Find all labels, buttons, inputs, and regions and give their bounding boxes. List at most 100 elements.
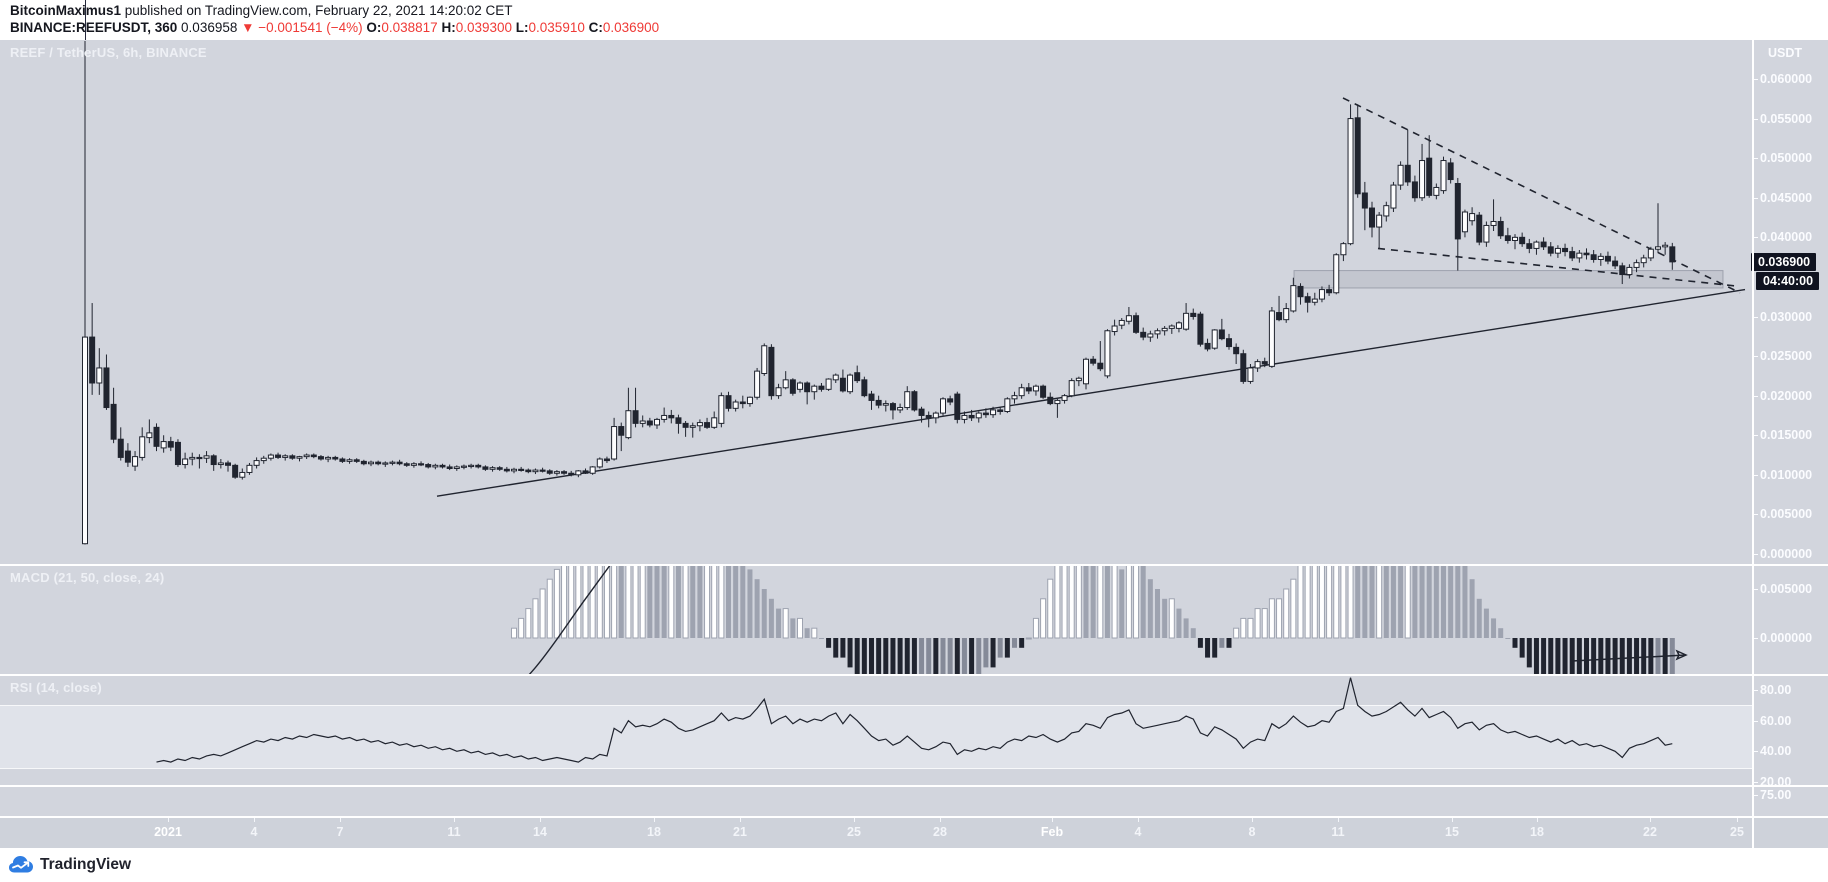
- close-label: C:: [588, 20, 603, 35]
- pane-divider-main-macd[interactable]: [0, 564, 1828, 566]
- macd-arrow-line[interactable]: [1571, 654, 1687, 662]
- ascending-trendline[interactable]: [436, 288, 1746, 497]
- time-axis-label: 11: [447, 825, 461, 839]
- author-name: BitcoinMaximus1: [10, 3, 122, 18]
- rsi-pane[interactable]: [156, 677, 1673, 763]
- time-axis-tick: [1052, 817, 1053, 822]
- time-axis-label: 14: [533, 825, 547, 839]
- publish-line: BitcoinMaximus1 published on TradingView…: [10, 3, 513, 18]
- open-value: 0.038817: [381, 20, 438, 35]
- macd-tick-label: 0.005000: [1753, 582, 1813, 596]
- price-tick-label: 0.030000: [1753, 309, 1813, 324]
- time-axis-label: 2021: [154, 825, 182, 839]
- price-tick-label: 0.055000: [1753, 111, 1813, 126]
- descending-dashed-upper[interactable]: [1342, 97, 1741, 294]
- time-axis-tick: [168, 817, 169, 822]
- close-value: 0.036900: [602, 20, 660, 35]
- price-scale[interactable]: USDT 0.060000 0.055000 0.050000 0.045000 0.0…: [1751, 40, 1828, 848]
- chart-area[interactable]: REEF / TetherUS, 6h, BINANCE MACD (21, 5…: [0, 40, 1828, 848]
- price-tick-label: 0.020000: [1753, 388, 1813, 403]
- time-axis-label: 18: [647, 825, 661, 839]
- support-zone-rect[interactable]: [1293, 270, 1724, 289]
- time-axis-label: 8: [1248, 825, 1256, 839]
- time-axis-tick: [1650, 817, 1651, 822]
- time-axis-label: 25: [1730, 825, 1744, 839]
- low-value: 0.035910: [528, 20, 585, 35]
- time-axis-label: 7: [336, 825, 344, 839]
- time-axis-tick: [854, 817, 855, 822]
- clipped-wick-artifact: [85, 0, 86, 40]
- time-axis-label: 28: [933, 825, 947, 839]
- rsi-tick-label: 40.00: [1753, 744, 1792, 759]
- time-axis-tick: [1737, 817, 1738, 822]
- footer: TradingView: [0, 848, 1828, 882]
- candlestick-series: [82, 41, 1676, 545]
- rsi-30-70-band: [0, 705, 1752, 769]
- descending-dashed-lower[interactable]: [1377, 247, 1741, 288]
- time-axis-label: 18: [1530, 825, 1544, 839]
- tradingview-logo-icon: [9, 856, 33, 873]
- time-axis-tick: [1537, 817, 1538, 822]
- low-label: L:: [515, 20, 529, 35]
- time-axis-label: 21: [733, 825, 747, 839]
- high-value: 0.039300: [455, 20, 513, 35]
- time-axis-tick: [1138, 817, 1139, 822]
- time-axis-tick: [940, 817, 941, 822]
- header: BitcoinMaximus1 published on TradingView…: [0, 0, 1828, 40]
- symbol-interval: BINANCE:REEFUSDT, 360: [10, 20, 178, 35]
- time-axis-label: 25: [847, 825, 861, 839]
- price-tick-label: 0.040000: [1753, 230, 1813, 245]
- rsi-pane-label: RSI (14, close): [10, 680, 102, 695]
- macd-pane-label: MACD (21, 50, close, 24): [10, 570, 165, 585]
- rsi-tick-label: 60.00: [1753, 713, 1792, 728]
- time-axis-tick: [1252, 817, 1253, 822]
- down-arrow-icon: ▼: [241, 20, 255, 35]
- price-tick-label: 0.000000: [1753, 547, 1813, 561]
- price-tick-label: 0.050000: [1753, 151, 1813, 166]
- rsi-tick-label: 80.00: [1753, 683, 1792, 697]
- main-pane-title: REEF / TetherUS, 6h, BINANCE: [10, 45, 207, 60]
- rsi-line: [156, 677, 1673, 763]
- price-tick-label: 0.060000: [1753, 72, 1813, 86]
- macd-pane[interactable]: [435, 40, 1688, 785]
- time-axis-tick: [740, 817, 741, 822]
- time-axis-label: Feb: [1040, 825, 1064, 839]
- time-axis-label: 15: [1445, 825, 1459, 839]
- time-axis-label: 11: [1331, 825, 1345, 839]
- macd-arrow-head: [1675, 649, 1688, 661]
- time-axis-tick: [654, 817, 655, 822]
- symbol-line: BINANCE:REEFUSDT, 360 0.036958 ▼ −0.0015…: [10, 20, 659, 35]
- time-axis-tick: [454, 817, 455, 822]
- macd-histogram: [511, 566, 1675, 674]
- time-axis-label: 22: [1643, 825, 1657, 839]
- time-axis-tick: [1338, 817, 1339, 822]
- price-tick-label: 0.025000: [1753, 349, 1813, 364]
- bar-countdown-badge: 04:40:00: [1756, 271, 1820, 290]
- brand-name: TradingView: [40, 856, 132, 873]
- open-label: O:: [366, 20, 382, 35]
- high-label: H:: [441, 20, 456, 35]
- chart-canvas[interactable]: [0, 40, 1752, 848]
- pane-divider-macd-rsi[interactable]: [0, 674, 1828, 676]
- time-axis[interactable]: 2021 4 7 11 14 18 21 25 28 Feb 4 8 11 15 18 22 25: [0, 817, 1828, 848]
- time-axis-tick: [340, 817, 341, 822]
- price-change: −0.001541 (−4%): [258, 20, 363, 35]
- time-axis-tick: [540, 817, 541, 822]
- tradingview-brand[interactable]: TradingView: [8, 853, 131, 877]
- extra-pane-tick-label: 75.00: [1753, 788, 1792, 802]
- pane-divider-rsi-extra[interactable]: [0, 785, 1828, 787]
- price-scale-border: [1752, 40, 1754, 848]
- price-tick-label: 0.015000: [1753, 428, 1813, 443]
- time-axis-label: 4: [1134, 825, 1142, 839]
- price-tick-label: 0.005000: [1753, 507, 1813, 522]
- main-pane[interactable]: [82, 40, 1746, 545]
- time-axis-top-border: [0, 816, 1828, 818]
- last-price: 0.036958: [181, 20, 238, 35]
- time-axis-label: 4: [250, 825, 258, 839]
- scale-currency-label: USDT: [1768, 46, 1803, 60]
- publish-info: published on TradingView.com, February 2…: [121, 3, 513, 18]
- price-tick-label: 0.045000: [1753, 190, 1813, 205]
- macd-line: [528, 566, 611, 674]
- price-tick-label: 0.010000: [1753, 467, 1813, 482]
